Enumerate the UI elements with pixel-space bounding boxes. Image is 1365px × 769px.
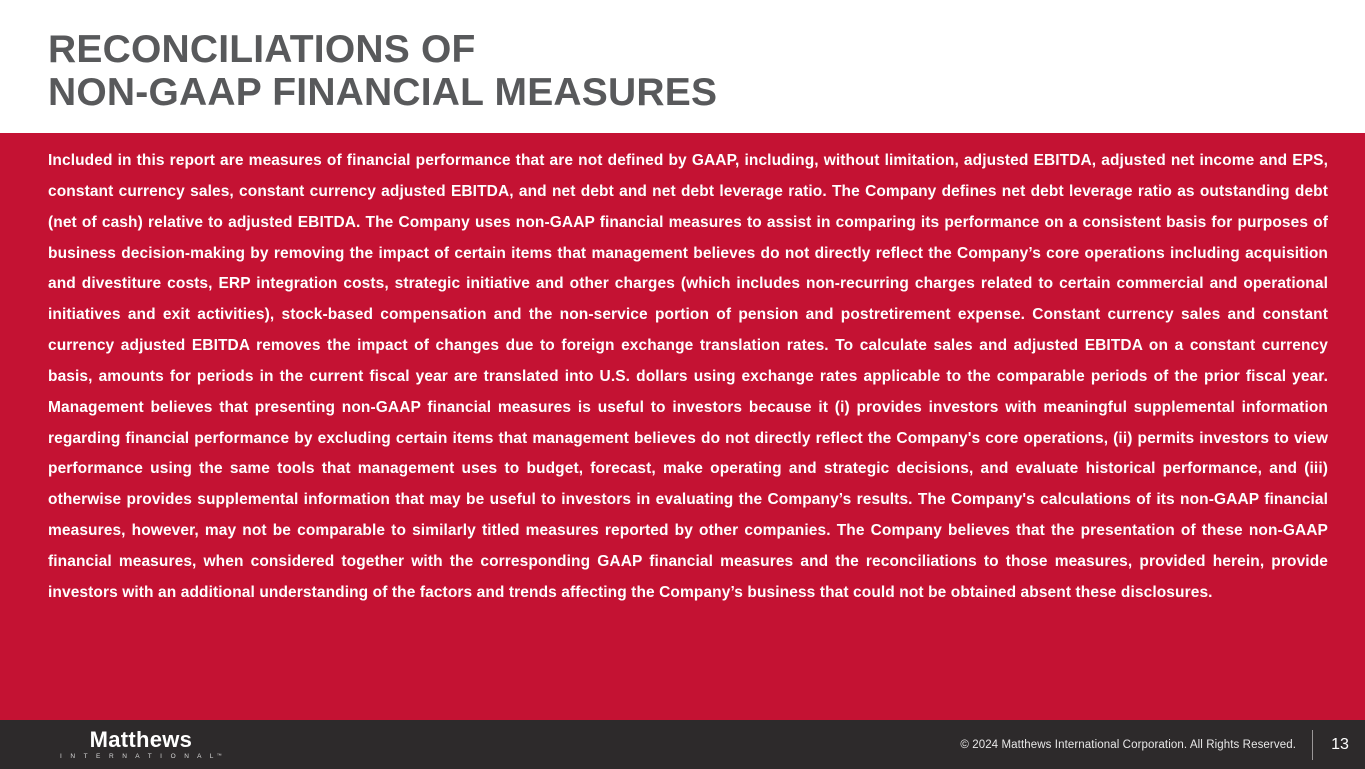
- logo-subtext: I N T E R N A T I O N A L™: [60, 753, 222, 760]
- footer-right: © 2024 Matthews International Corporatio…: [960, 720, 1353, 769]
- trademark-symbol: ™: [216, 753, 222, 759]
- title-line-2: NON-GAAP FINANCIAL MEASURES: [48, 71, 718, 114]
- footer-divider: [1312, 729, 1313, 760]
- matthews-logo: Matthews I N T E R N A T I O N A L™: [60, 727, 222, 761]
- disclosure-panel: Included in this report are measures of …: [0, 133, 1365, 720]
- title-line-1: RECONCILIATIONS OF: [48, 28, 476, 71]
- copyright-text: © 2024 Matthews International Corporatio…: [960, 738, 1296, 751]
- footer-bar: Matthews I N T E R N A T I O N A L™ © 20…: [0, 720, 1365, 769]
- disclosure-paragraph: Included in this report are measures of …: [48, 152, 1328, 601]
- slide-header: RECONCILIATIONS OF NON-GAAP FINANCIAL ME…: [0, 0, 1365, 133]
- page-title: RECONCILIATIONS OF NON-GAAP FINANCIAL ME…: [48, 28, 1317, 114]
- logo-wordmark: Matthews: [89, 727, 193, 752]
- logo-subtext-label: I N T E R N A T I O N A L: [60, 753, 217, 760]
- page-number: 13: [1331, 735, 1349, 753]
